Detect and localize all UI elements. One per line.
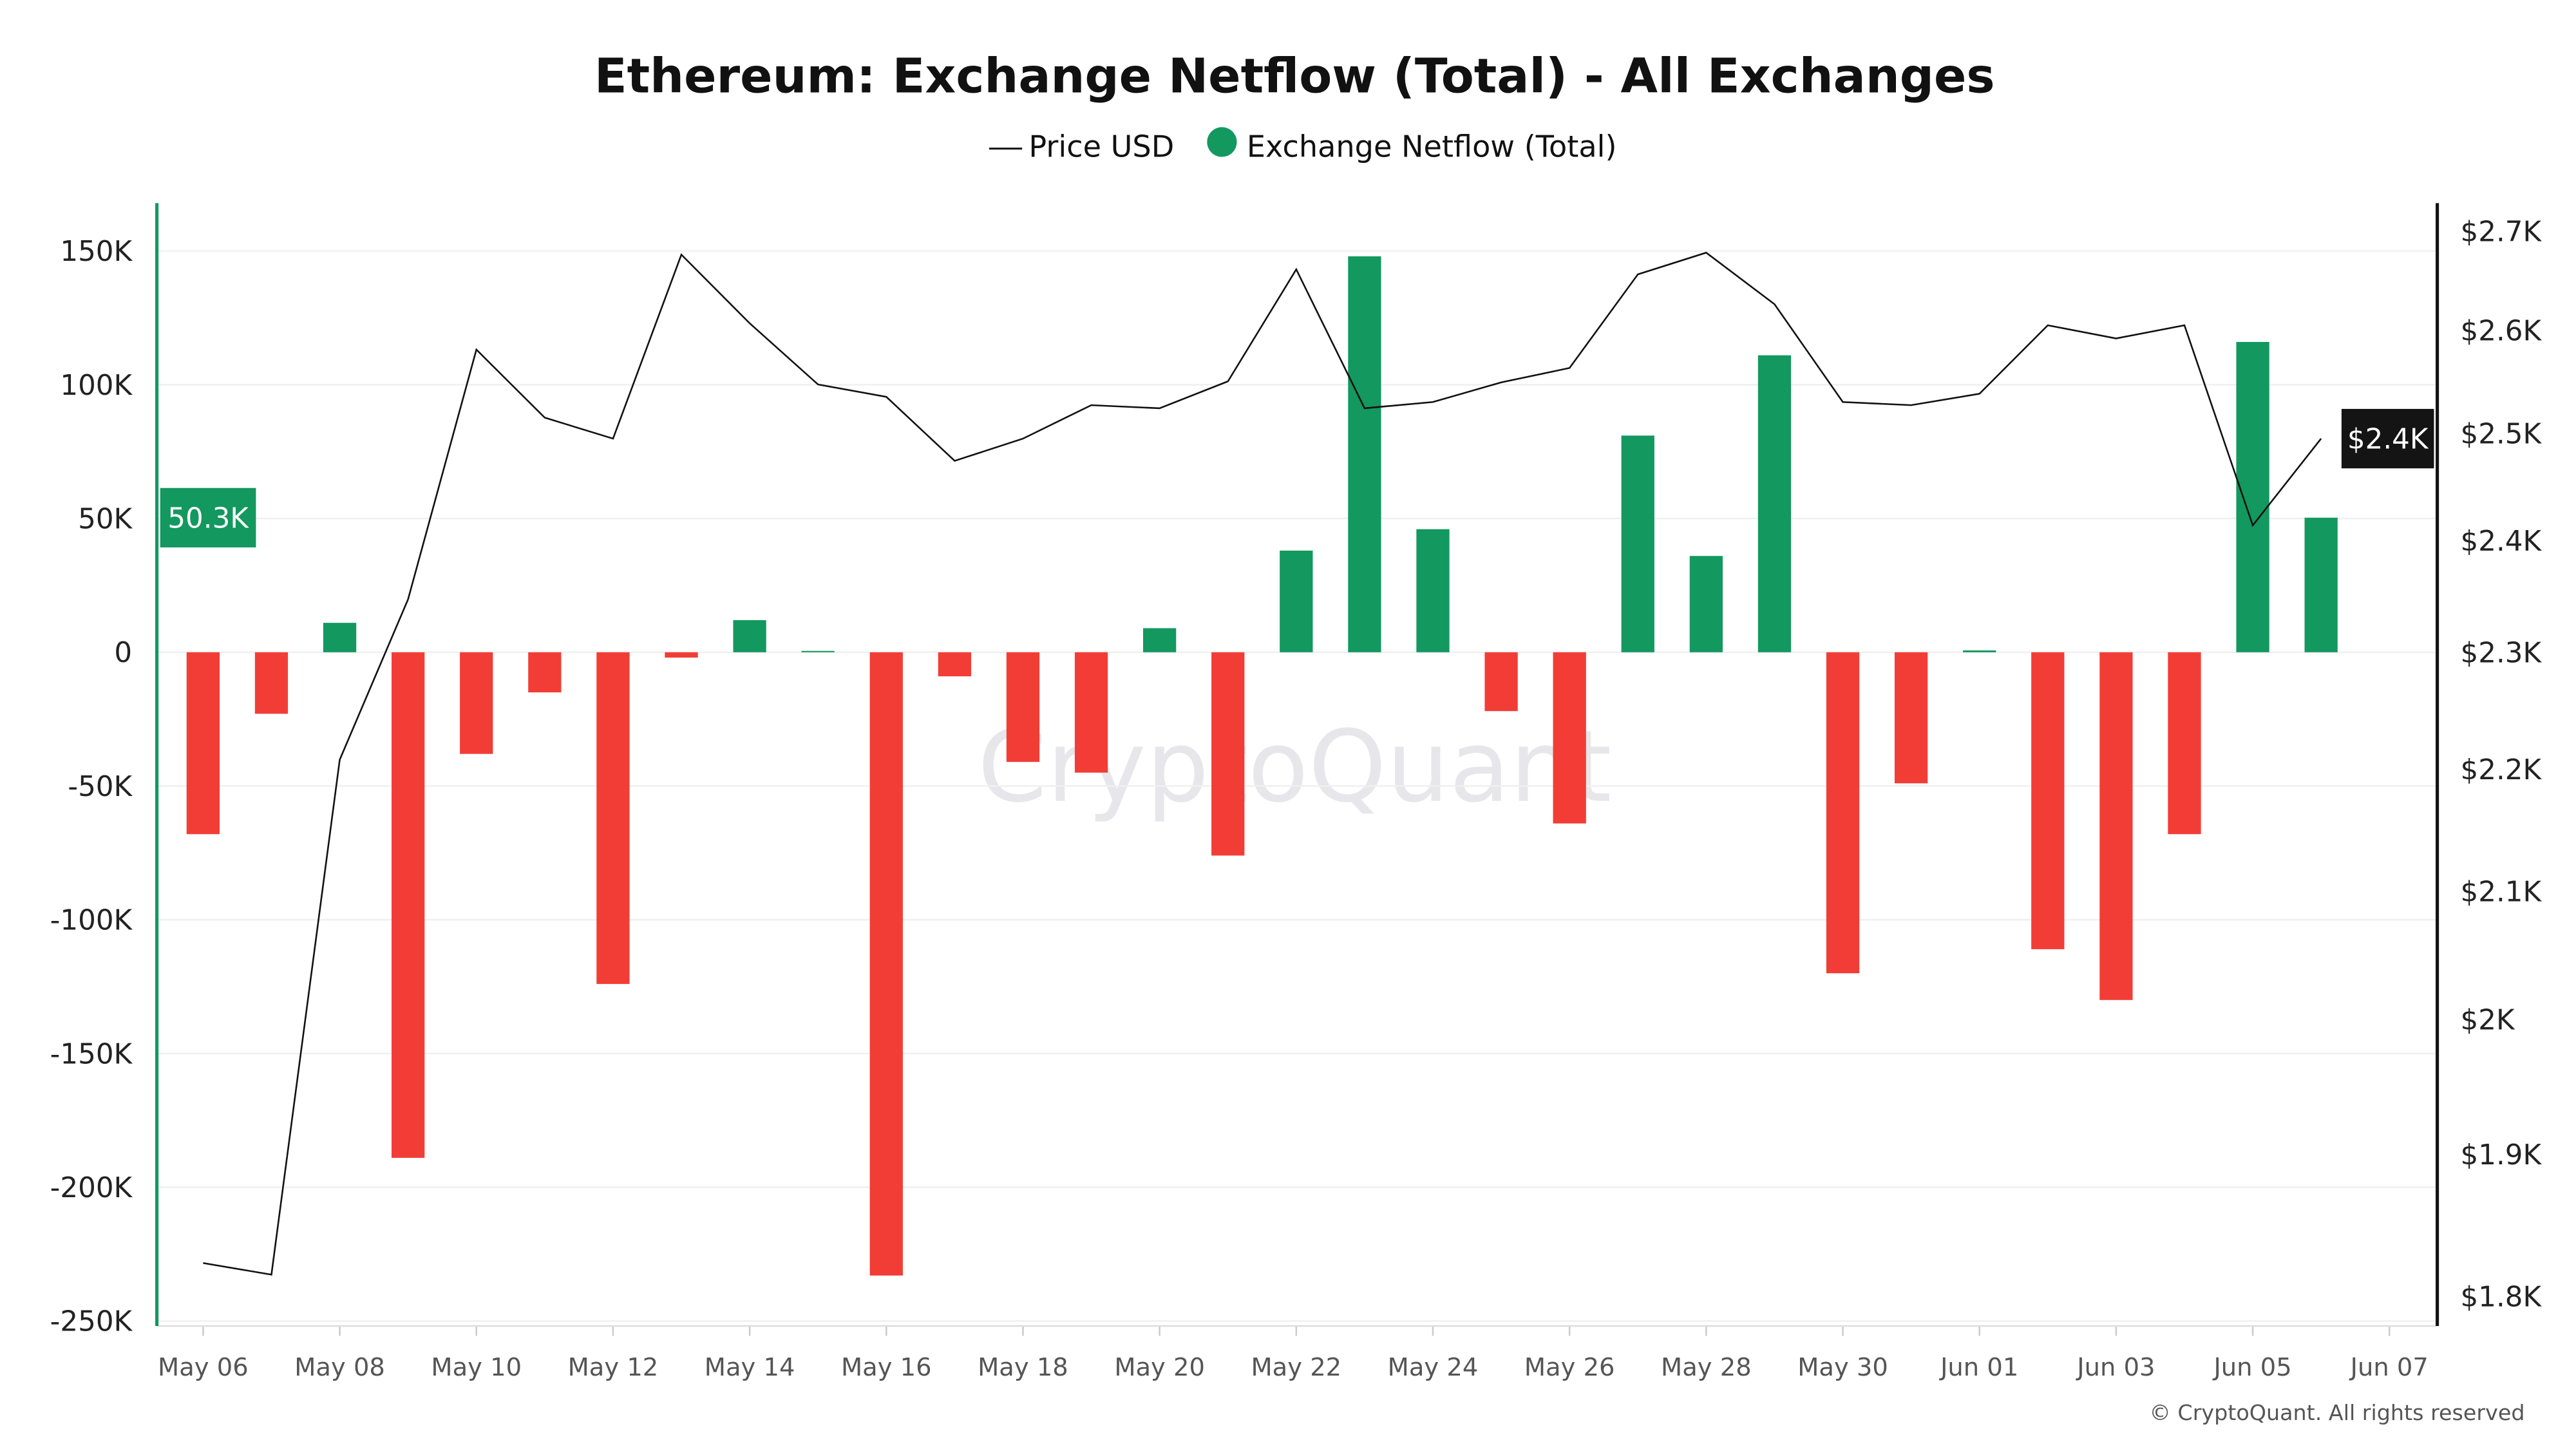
chart-title: Ethereum: Exchange Netflow (Total) - All… [594,48,1995,104]
right-tick-label: $2.4K [2461,526,2543,558]
netflow-bar [460,652,493,754]
netflow-bar [2236,341,2269,652]
left-tick-label: -100K [50,905,133,937]
right-tick-label: $2.5K [2461,418,2543,450]
netflow-bar [2304,517,2338,652]
x-tick-label: May 22 [1251,1353,1341,1382]
current-price-badge [2341,408,2434,469]
netflow-bar [1074,652,1108,773]
netflow-bar [1553,652,1586,824]
x-tick-label: May 18 [978,1353,1068,1382]
netflow-bar [254,652,289,714]
legend-netflow-label[interactable]: Exchange Netflow (Total) [1247,129,1617,164]
netflow-bar [1963,650,1996,652]
right-tick-label: $1.9K [2461,1139,2543,1171]
netflow-bar [1826,652,1860,974]
netflow-bar [1621,435,1654,652]
right-tick-label: $2.6K [2461,315,2543,347]
left-tick-label: -50K [68,771,133,803]
legend: Price USD Exchange Netflow (Total) [989,127,1617,164]
x-tick-label: Jun 07 [2349,1353,2429,1382]
left-tick-label: 0 [114,637,132,669]
x-tick-label: Jun 05 [2212,1353,2291,1382]
left-tick-label: 50K [78,504,133,536]
netflow-bar [1211,652,1245,856]
netflow-bar [1484,652,1518,712]
x-tick-label: May 14 [705,1353,795,1382]
netflow-bar [2099,652,2133,1000]
netflow-bar [186,652,220,835]
netflow-bar [733,620,766,652]
netflow-bar [1143,628,1177,652]
x-tick-label: May 26 [1524,1353,1615,1382]
netflow-bar [1689,556,1723,652]
netflow-bar [1757,355,1792,652]
x-tick-label: May 28 [1661,1353,1752,1382]
right-tick-label: $1.8K [2461,1281,2543,1313]
netflow-bar [596,652,630,984]
right-tick-label: $2.7K [2461,216,2543,248]
current-netflow-label: 50.3K [167,502,249,535]
x-tick-label: May 10 [431,1353,522,1382]
x-tick-label: May 08 [294,1353,385,1382]
x-tick-label: May 16 [841,1353,932,1382]
netflow-bar [1280,550,1313,652]
current-price-label: $2.4K [2347,423,2429,455]
x-tick-label: Jun 01 [1939,1353,2018,1382]
netflow-bar [801,650,835,652]
netflow-bar [1006,652,1040,762]
netflow-bar [392,652,425,1158]
watermark: CryptoQuant [978,710,1611,825]
right-tick-label: $2.3K [2461,637,2543,669]
right-tick-label: $2.2K [2461,754,2543,786]
netflow-bar [665,652,698,658]
netflow-bar [1416,529,1450,652]
right-tick-label: $2.1K [2461,876,2543,909]
netflow-bar [2168,652,2201,835]
netflow-bar [323,623,357,652]
current-netflow-badge [160,488,256,548]
left-tick-label: 150K [60,236,133,268]
netflow-bar [2031,652,2065,949]
left-tick-label: -200K [50,1172,133,1204]
price-line [203,251,2322,1276]
left-tick-label: -250K [50,1306,133,1338]
x-tick-label: Jun 03 [2076,1353,2155,1382]
x-tick-label: May 24 [1388,1353,1479,1382]
netflow-bar [528,652,562,693]
x-tick-label: May 12 [568,1353,659,1382]
legend-price-label[interactable]: Price USD [1028,129,1174,164]
legend-netflow-dot-icon [1207,127,1237,157]
netflow-bar [869,652,903,1276]
netflow-bar [1348,256,1381,652]
x-tick-label: May 06 [158,1353,249,1382]
right-tick-label: $2K [2461,1005,2515,1037]
left-tick-label: -150K [50,1038,133,1070]
netflow-bar [938,652,972,677]
x-tick-label: May 20 [1114,1353,1205,1382]
left-tick-label: 100K [60,370,133,402]
x-tick-label: May 30 [1797,1353,1888,1382]
netflow-bar [1894,652,1928,784]
copyright: © CryptoQuant. All rights reserved [2150,1400,2525,1425]
